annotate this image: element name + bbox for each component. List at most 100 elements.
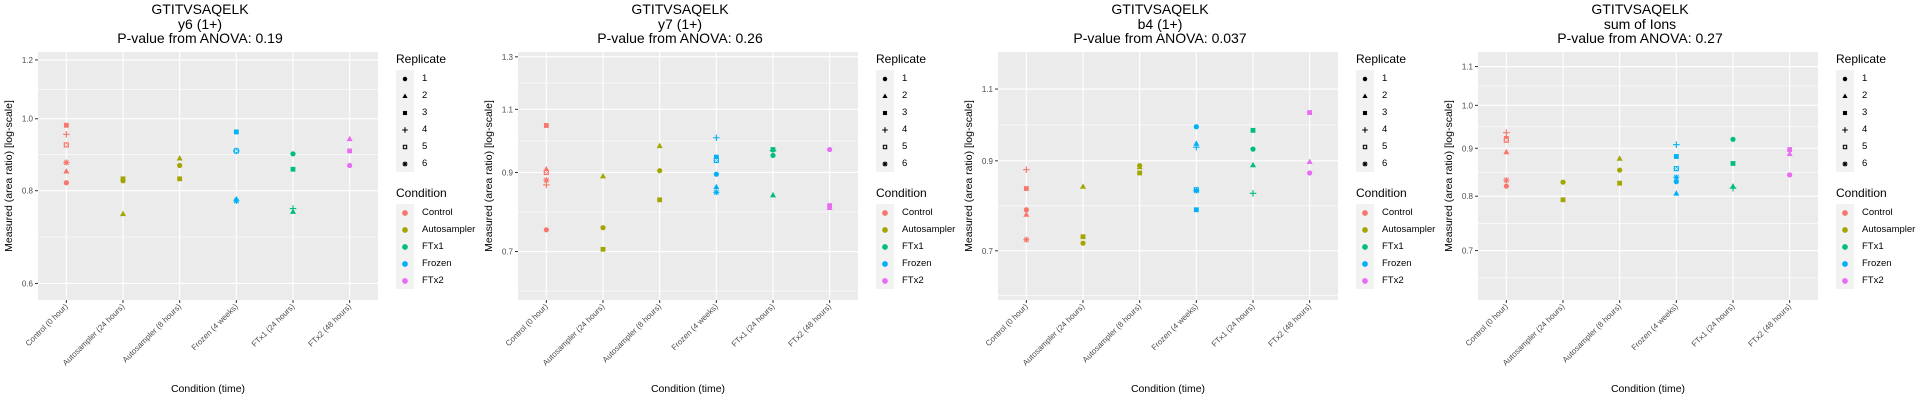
legend-label: FTx2 bbox=[422, 275, 444, 286]
x-tick-label: Autosampler (8 hours) bbox=[121, 302, 184, 365]
data-point bbox=[177, 176, 183, 182]
data-points bbox=[543, 123, 833, 252]
x-axis-label: Condition (time) bbox=[1131, 383, 1205, 395]
legend-label: 4 bbox=[902, 124, 908, 135]
legend-replicate: Replicate 1 2 3 4 5 6 bbox=[396, 52, 475, 172]
data-point bbox=[1080, 234, 1086, 240]
data-point bbox=[1250, 146, 1256, 152]
circle-icon bbox=[1362, 226, 1368, 233]
legend: Replicate 1 2 3 4 5 6 Condition Control Autosampl… bbox=[876, 52, 955, 289]
square-icon bbox=[1842, 110, 1848, 115]
legend-item: 4 bbox=[876, 121, 955, 138]
legend-item: FTx1 bbox=[1356, 238, 1435, 255]
x-tick-label: FTx2 (48 hours) bbox=[1266, 302, 1313, 349]
x-tick-label: Control (0 hour) bbox=[24, 302, 70, 348]
legend-item: 5 bbox=[1836, 138, 1915, 155]
legend: Replicate 1 2 3 4 5 6 Condition Control Autosampl… bbox=[1356, 52, 1435, 289]
legend-label: 3 bbox=[422, 107, 428, 118]
boxed-x-icon bbox=[882, 144, 888, 149]
data-point bbox=[1673, 154, 1679, 159]
data-point bbox=[120, 176, 126, 182]
legend-label: 6 bbox=[902, 158, 908, 169]
data-point bbox=[1250, 127, 1256, 133]
legend-item: FTx1 bbox=[876, 238, 955, 255]
x-tick-label: Autosampler (24 hours) bbox=[541, 302, 607, 368]
legend-item: 3 bbox=[1836, 104, 1915, 121]
plus-icon bbox=[1842, 126, 1848, 133]
y-tick-label: 1.1 bbox=[1462, 63, 1474, 72]
legend-item: FTx2 bbox=[876, 272, 955, 289]
legend-label: 4 bbox=[1862, 124, 1868, 135]
data-point bbox=[1617, 167, 1623, 173]
chart-pvalue-text: P-value from ANOVA: 0.037 bbox=[1073, 30, 1247, 46]
legend-item: Control bbox=[1836, 204, 1915, 221]
x-tick-label: Autosampler (24 hours) bbox=[1021, 302, 1087, 368]
boxed-x-icon bbox=[402, 144, 408, 149]
data-point bbox=[1730, 161, 1736, 166]
data-points bbox=[1503, 129, 1793, 203]
chart-panel: GTITVSAQELK y7 (1+) P-value from ANOVA: 0.… bbox=[480, 0, 960, 400]
circle-icon bbox=[402, 76, 408, 81]
data-point bbox=[1249, 189, 1257, 197]
chart-panel: GTITVSAQELK y6 (1+) P-value from ANOVA: 0.… bbox=[0, 0, 480, 400]
legend-label: 1 bbox=[1382, 73, 1388, 84]
data-point bbox=[290, 166, 296, 172]
x-tick-label: Autosampler (24 hours) bbox=[61, 302, 127, 368]
data-point bbox=[713, 171, 719, 177]
data-point bbox=[63, 122, 69, 128]
chart-subtitle: sum of Ions bbox=[1603, 15, 1677, 32]
triangle-icon bbox=[1362, 92, 1368, 98]
data-point bbox=[63, 180, 69, 186]
circle-icon bbox=[882, 277, 888, 284]
legend-item: Autosampler bbox=[396, 221, 475, 238]
data-point bbox=[290, 151, 296, 157]
data-point bbox=[1617, 180, 1623, 186]
legend-item: 1 bbox=[876, 70, 955, 87]
legend-label: 2 bbox=[902, 90, 908, 101]
legend-item: Frozen bbox=[396, 255, 475, 272]
legend-label: 5 bbox=[902, 141, 908, 152]
data-point bbox=[1730, 136, 1736, 142]
chart-title: GTITVSAQELK bbox=[151, 1, 249, 17]
data-point bbox=[177, 162, 183, 169]
data-point bbox=[1193, 187, 1200, 194]
data-point bbox=[1250, 161, 1256, 168]
data-point bbox=[1193, 140, 1200, 146]
plus-icon bbox=[882, 126, 888, 133]
x-tick-label: Autosampler (8 hours) bbox=[601, 302, 664, 365]
x-tick-label: Frozen (4 weeks) bbox=[1150, 302, 1200, 352]
legend-label: Autosampler bbox=[1862, 224, 1916, 235]
triangle-icon bbox=[402, 92, 408, 98]
legend-condition: Condition Control Autosampler FTx1 Frozen FTx… bbox=[1356, 186, 1435, 289]
legend-item: FTx2 bbox=[1836, 272, 1915, 289]
x-tick-label: FTx1 (24 hours) bbox=[730, 302, 777, 349]
legend-label: 6 bbox=[422, 158, 428, 169]
circle-icon bbox=[882, 209, 888, 216]
data-point bbox=[600, 225, 606, 231]
chart-panel: GTITVSAQELK sum of Ions P-value from ANOVA… bbox=[1440, 0, 1920, 400]
legend-title: Condition bbox=[396, 186, 447, 200]
data-point bbox=[1503, 183, 1509, 189]
circle-icon bbox=[1362, 260, 1368, 267]
y-tick-label: 0.7 bbox=[502, 248, 514, 257]
circle-icon bbox=[1842, 209, 1848, 216]
chart-subtitle: y6 (1+) bbox=[178, 15, 222, 32]
data-point bbox=[346, 135, 353, 142]
data-point bbox=[1306, 158, 1313, 165]
data-point bbox=[1137, 170, 1143, 176]
circle-icon bbox=[402, 209, 408, 216]
plus-icon bbox=[402, 126, 408, 133]
legend-item: FTx2 bbox=[396, 272, 475, 289]
y-tick-label: 0.7 bbox=[1462, 247, 1474, 256]
legend-label: FTx1 bbox=[1862, 241, 1884, 252]
y-axis-label: Measured (area ratio) [log-scale] bbox=[963, 100, 975, 252]
y-tick-label: 1.1 bbox=[982, 85, 994, 94]
boxed-x-icon bbox=[1362, 144, 1368, 149]
data-point bbox=[770, 152, 776, 159]
chart-title: GTITVSAQELK bbox=[631, 1, 729, 17]
chart-subtitle: y7 (1+) bbox=[658, 15, 702, 32]
asterisk-icon bbox=[1842, 160, 1848, 167]
data-point bbox=[1080, 240, 1086, 246]
